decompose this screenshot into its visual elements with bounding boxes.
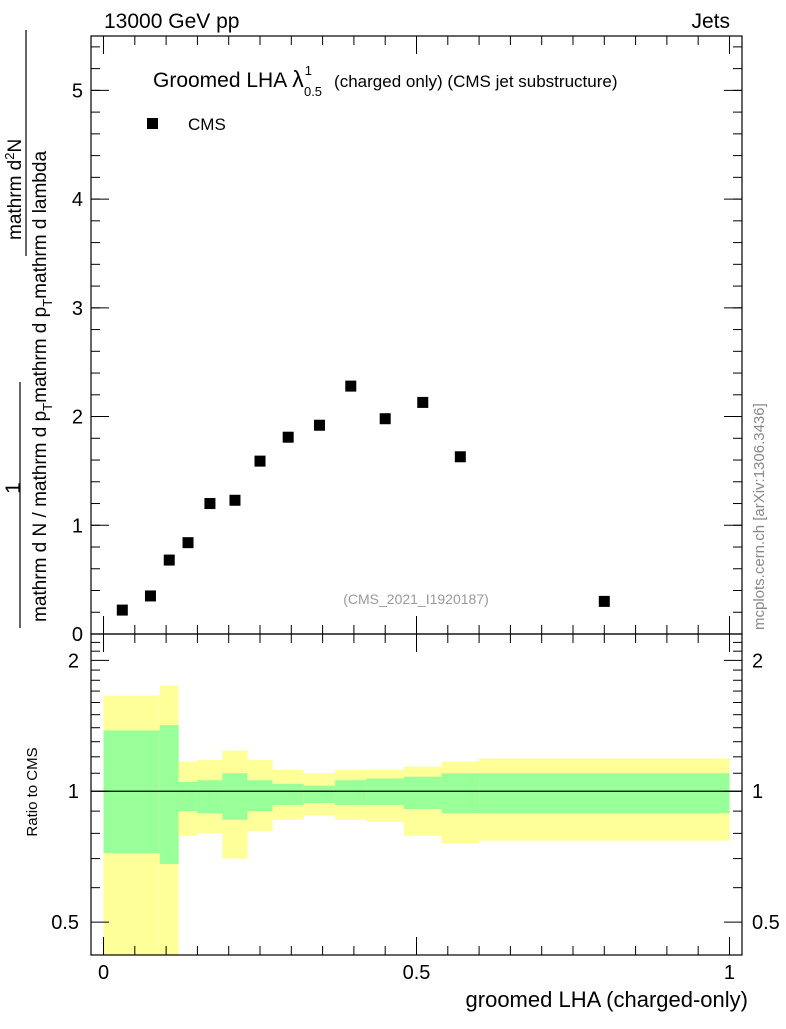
- band-inner-bin: [303, 785, 336, 803]
- ratio-tick-label: 2: [68, 650, 79, 672]
- data-point-cms: [313, 419, 325, 431]
- y-label-numerator: mathrm d2N: [2, 139, 26, 240]
- y-tick-label: 1: [72, 515, 83, 537]
- y-tick-label: 4: [72, 189, 83, 211]
- band-inner-bin: [479, 773, 730, 814]
- header-left: 13000 GeV pp: [104, 10, 239, 33]
- data-point-cms: [182, 537, 194, 549]
- data-points: [116, 380, 610, 616]
- band-inner-bin: [272, 783, 304, 805]
- band-inner-bin: [441, 773, 480, 814]
- ratio-tick-label-right: 2: [752, 650, 763, 672]
- band-inner-bin: [403, 776, 442, 810]
- data-point-cms: [144, 590, 156, 602]
- data-point-cms: [116, 604, 128, 616]
- ratio-tick-label-right: 0.5: [752, 912, 780, 934]
- y-tick-label: 0: [72, 624, 83, 646]
- band-inner-bin: [178, 782, 198, 812]
- data-point-cms: [379, 413, 391, 425]
- data-point-cms: [282, 431, 294, 443]
- data-point-cms: [254, 455, 266, 467]
- main-y-label: 1 mathrm d2N mathrm d N / mathrm d pTmat…: [2, 30, 55, 628]
- y-label-numerator-one: 1: [2, 482, 25, 494]
- band-inner-bin: [247, 780, 273, 812]
- x-tick-label: 0.5: [403, 962, 431, 984]
- y-tick-label: 3: [72, 298, 83, 320]
- main-y-axis: 0 1 2 3 4 5: [72, 46, 742, 646]
- data-point-cms: [417, 396, 429, 408]
- band-inner-bin: [159, 725, 179, 865]
- legend-marker-cms: [147, 118, 158, 129]
- x-axis-label: groomed LHA (charged-only): [466, 987, 748, 1012]
- x-tick-label: 1: [724, 962, 735, 984]
- legend-label-cms: CMS: [188, 115, 226, 134]
- ratio-bands: [103, 685, 730, 955]
- band-inner-bin: [197, 780, 223, 814]
- ratio-y-label: Ratio to CMS: [24, 747, 41, 836]
- data-point-cms: [598, 595, 610, 607]
- data-point-cms: [163, 554, 175, 566]
- x-axis: 0 0.5 1: [98, 36, 735, 984]
- x-tick-label: 0: [98, 962, 109, 984]
- analysis-tag: (CMS_2021_I1920187): [343, 591, 489, 607]
- watermark: mcplots.cern.ch [arXiv:1306.3436]: [751, 403, 768, 630]
- band-inner-bin: [335, 780, 367, 805]
- header-right: Jets: [691, 10, 730, 33]
- y-tick-label: 2: [72, 407, 83, 429]
- data-point-cms: [345, 380, 357, 392]
- y-tick-label: 5: [72, 80, 83, 102]
- data-point-cms: [229, 494, 241, 506]
- band-inner-bin: [103, 730, 160, 854]
- ratio-tick-label-right: 1: [752, 781, 763, 803]
- ratio-tick-label: 0.5: [51, 912, 79, 934]
- data-point-cms: [454, 451, 466, 463]
- chart-title: Groomed LHA λ1 0.5(charged only) (CMS jet …: [153, 63, 617, 99]
- y-label-denominator: mathrm d N / mathrm d pTmathrm d pTmathr…: [30, 151, 55, 622]
- band-inner-bin: [222, 773, 248, 820]
- ratio-tick-label: 1: [68, 781, 79, 803]
- data-point-cms: [204, 498, 216, 510]
